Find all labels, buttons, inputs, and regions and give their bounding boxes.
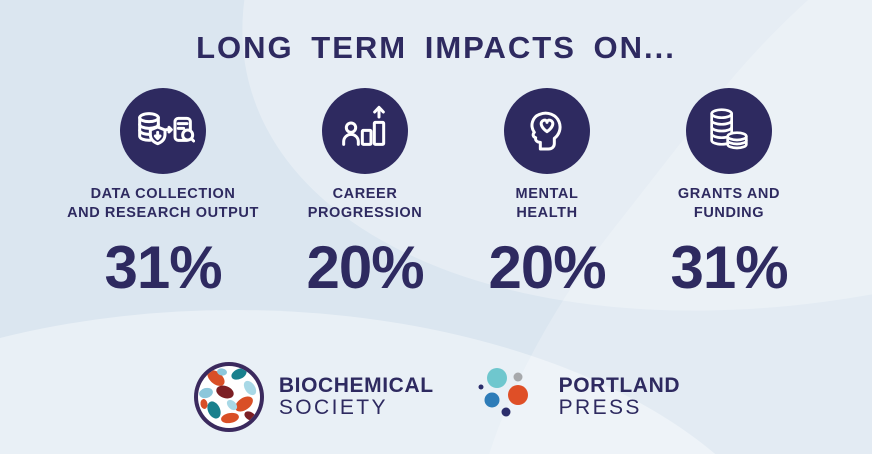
stat-value: 20% [306,234,424,302]
biochemical-society-emblem-icon [193,362,264,432]
stat-label: MENTAL HEALTH [516,185,579,223]
stat-label-line2: AND RESEARCH OUTPUT [67,205,259,222]
logo-line: PRESS [558,396,642,419]
logo-line: SOCIETY [278,396,388,419]
data-research-icon [120,88,206,174]
portland-press-circles-icon [478,368,528,417]
stat-label-line2: PROGRESSION [307,205,423,222]
portland-press-wordmark: PORTLAND PRESS [559,375,680,419]
stat-label-line1: MENTAL [515,186,579,202]
footer-logos: BIOCHEMICAL SOCIETY PORTLAND PRESS [0,360,872,434]
stat-label-line1: CAREER [332,186,398,202]
career-progression-icon [322,88,408,174]
biochemical-society-wordmark: BIOCHEMICAL SOCIETY [279,375,434,419]
stat-career-progression: CAREER PROGRESSION 20% [274,88,456,302]
stat-grants-funding: GRANTS AND FUNDING 31% [638,88,820,302]
stat-label: DATA COLLECTION AND RESEARCH OUTPUT [67,185,259,223]
stat-mental-health: MENTAL HEALTH 20% [456,88,638,302]
stat-data-collection: DATA COLLECTION AND RESEARCH OUTPUT 31% [52,88,274,302]
stat-label-line1: GRANTS AND [677,186,781,202]
logo-line: BIOCHEMICAL [278,374,434,398]
stat-label-line1: DATA COLLECTION [90,186,236,202]
stat-label-line2: HEALTH [516,205,578,222]
stat-label: CAREER PROGRESSION [308,185,423,223]
stat-value: 31% [670,234,788,302]
mental-health-icon [504,88,590,174]
stat-value: 31% [104,234,222,302]
grants-funding-icon [686,88,772,174]
stat-label-line2: FUNDING [693,205,765,222]
logo-line: PORTLAND [558,374,681,398]
biochemical-society-logo: BIOCHEMICAL SOCIETY [192,360,434,434]
stat-label: GRANTS AND FUNDING [678,185,780,223]
stat-value: 20% [488,234,606,302]
page-title: LONG TERM IMPACTS ON... [196,30,676,65]
stats-row: DATA COLLECTION AND RESEARCH OUTPUT 31% [0,88,872,302]
portland-press-logo: PORTLAND PRESS [474,362,680,432]
